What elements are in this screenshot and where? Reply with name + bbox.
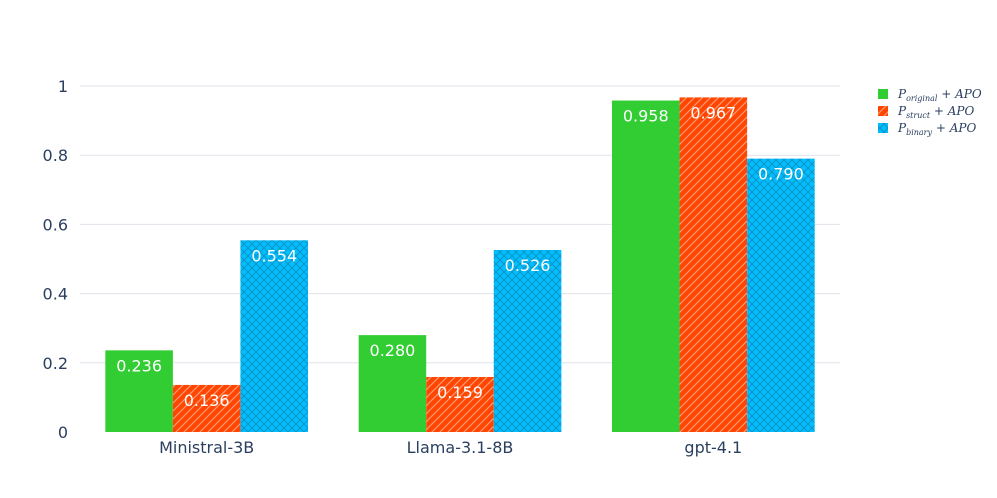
bar-value-label: 0.790 xyxy=(758,165,804,184)
legend-label-main: P xyxy=(897,87,907,101)
legend-label-rest: + APO xyxy=(930,104,974,118)
legend-label-sub: original xyxy=(906,94,938,103)
legend-label: Pbinary + APO xyxy=(897,121,976,137)
y-tick-label: 0 xyxy=(58,423,68,442)
bar-pattern xyxy=(747,158,815,432)
y-tick-label: 1 xyxy=(58,77,68,96)
legend-label-sub: struct xyxy=(906,111,931,120)
bar-struct-1[interactable] xyxy=(426,376,494,432)
legend-swatch-pattern xyxy=(878,106,888,116)
bar-pattern xyxy=(493,250,562,432)
bars xyxy=(105,97,815,433)
legend-label-rest: + APO xyxy=(932,121,976,135)
legend-label-sub: binary xyxy=(906,128,932,137)
legend-label: Poriginal + APO xyxy=(897,87,982,103)
legend-item-struct[interactable]: Pstruct + APO xyxy=(878,104,975,120)
bar-value-label: 0.967 xyxy=(690,103,736,122)
bar-labels: 0.236 0.136 0.554 0.280 0.159 0.526 0.958 0.967… xyxy=(116,103,804,410)
x-tick-label: gpt-4.1 xyxy=(684,438,742,457)
bar-original-0[interactable] xyxy=(105,350,173,432)
legend-swatch xyxy=(878,89,888,99)
bar-original-2[interactable] xyxy=(612,100,680,433)
bar-pattern xyxy=(679,97,748,432)
x-tick-label: Llama-3.1-8B xyxy=(407,438,514,457)
bar-value-label: 0.958 xyxy=(623,107,669,126)
bar-pattern xyxy=(240,240,308,432)
y-tick-label: 0.4 xyxy=(43,285,68,304)
legend-label-main: P xyxy=(897,121,907,135)
y-tick-label: 0.8 xyxy=(43,146,68,165)
bar[interactable] xyxy=(358,335,427,432)
bar-pattern xyxy=(426,376,494,432)
bar-struct-0[interactable] xyxy=(172,384,241,432)
y-tick-label: 0.6 xyxy=(43,215,68,234)
bar-binary-1[interactable] xyxy=(493,250,562,432)
bar-value-label: 0.526 xyxy=(505,256,551,275)
bar-binary-2[interactable] xyxy=(747,158,815,432)
y-tick-label: 0.2 xyxy=(43,354,68,373)
bar-struct-2[interactable] xyxy=(679,97,748,432)
legend-swatch-pattern xyxy=(878,123,888,133)
bar-pattern xyxy=(172,384,241,432)
bar-value-label: 0.136 xyxy=(184,391,230,410)
bar-binary-0[interactable] xyxy=(240,240,308,432)
bar-value-label: 0.236 xyxy=(116,356,162,375)
legend-label-rest: + APO xyxy=(937,87,981,101)
bar[interactable] xyxy=(612,100,680,433)
legend-item-binary[interactable]: Pbinary + APO xyxy=(878,121,976,137)
bar[interactable] xyxy=(105,350,173,432)
bar-value-label: 0.159 xyxy=(437,383,483,402)
legend-label: Pstruct + APO xyxy=(897,104,975,120)
axes: 0 0.2 0.4 0.6 0.8 1 Ministral-3B Llama-3.1-8B gp… xyxy=(43,77,743,457)
bar-original-1[interactable] xyxy=(358,335,427,432)
bar-value-label: 0.554 xyxy=(251,246,297,265)
legend-item-original[interactable]: Poriginal + APO xyxy=(878,87,982,103)
legend-label-main: P xyxy=(897,104,907,118)
bar-value-label: 0.280 xyxy=(370,341,416,360)
x-tick-label: Ministral-3B xyxy=(159,438,254,457)
